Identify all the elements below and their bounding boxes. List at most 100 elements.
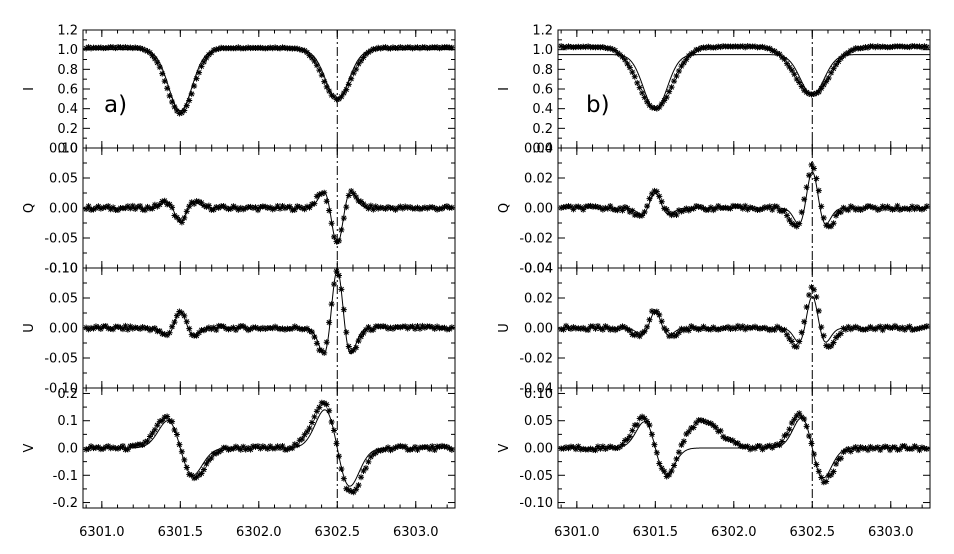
- observed-data-point: [661, 205, 668, 212]
- observed-data-point: [299, 435, 306, 442]
- observed-data-point: [340, 306, 347, 313]
- observed-data-point: [891, 322, 898, 329]
- observed-data-point: [107, 445, 114, 452]
- observed-data-point: [230, 324, 237, 331]
- observed-data-point: [803, 304, 810, 311]
- observed-data-point: [666, 471, 673, 478]
- observed-data-point: [193, 75, 200, 82]
- observed-data-point: [259, 324, 266, 331]
- observed-data-point: [269, 206, 276, 213]
- observed-data-point: [769, 326, 776, 333]
- observed-data-point: [796, 410, 803, 417]
- observed-data-point: [304, 203, 311, 210]
- observed-data-point: [326, 407, 333, 414]
- observed-data-point: [823, 342, 830, 349]
- observed-data-point: [680, 207, 687, 214]
- observed-data-point: [326, 88, 333, 95]
- y-tick-label: -0.2: [53, 496, 78, 511]
- observed-data-point: [259, 443, 266, 450]
- observed-data-point: [837, 55, 844, 62]
- observed-data-point: [877, 323, 884, 330]
- observed-data-point: [254, 325, 261, 332]
- observed-data-point: [348, 488, 355, 495]
- observed-data-point: [277, 205, 284, 212]
- observed-data-point: [429, 204, 436, 211]
- observed-data-point: [355, 197, 362, 204]
- observed-data-point: [857, 207, 864, 214]
- observed-data-point: [431, 325, 438, 332]
- observed-data-point: [134, 325, 141, 332]
- observed-data-point: [304, 325, 311, 332]
- observed-data-point: [860, 205, 867, 212]
- observed-data-point: [597, 325, 604, 332]
- observed-data-point: [663, 206, 670, 213]
- observed-data-point: [358, 333, 365, 340]
- observed-data-point: [904, 205, 911, 212]
- observed-data-point: [169, 323, 176, 330]
- observed-data-point: [186, 325, 193, 332]
- observed-data-point: [597, 445, 604, 452]
- observed-data-point: [227, 325, 234, 332]
- observed-data-point: [594, 204, 601, 211]
- observed-data-point: [661, 325, 668, 332]
- observed-data-point: [225, 446, 232, 453]
- observed-data-point: [639, 413, 646, 420]
- observed-data-point: [188, 199, 195, 206]
- observed-data-point: [624, 205, 631, 212]
- observed-data-point: [558, 204, 565, 211]
- y-tick-label: -0.05: [44, 232, 78, 247]
- observed-data-point: [434, 206, 441, 213]
- observed-data-point: [921, 445, 928, 452]
- observed-data-point: [350, 190, 357, 197]
- observed-data-point: [441, 324, 448, 331]
- observed-data-point: [855, 324, 862, 331]
- observed-data-point: [700, 417, 707, 424]
- observed-data-point: [117, 444, 124, 451]
- observed-data-point: [245, 444, 252, 451]
- y-tick-label: 0.0: [57, 442, 78, 457]
- observed-data-point: [783, 331, 790, 338]
- observed-data-point: [781, 56, 788, 63]
- observed-data-point: [845, 323, 852, 330]
- observed-data-point: [232, 327, 239, 334]
- observed-data-point: [186, 471, 193, 478]
- observed-data-point: [783, 60, 790, 67]
- observed-data-point: [156, 64, 163, 71]
- observed-data-point: [798, 414, 805, 421]
- observed-data-point: [333, 440, 340, 447]
- observed-data-point: [808, 284, 815, 291]
- observed-data-point: [264, 205, 271, 212]
- observed-data-point: [847, 47, 854, 54]
- observed-data-point: [641, 94, 648, 101]
- observed-data-point: [658, 100, 665, 107]
- observed-data-point: [823, 478, 830, 485]
- observed-data-point: [634, 79, 641, 86]
- observed-data-point: [764, 204, 771, 211]
- observed-data-point: [788, 419, 795, 426]
- observed-data-point: [901, 326, 908, 333]
- observed-data-point: [690, 324, 697, 331]
- observed-data-point: [653, 449, 660, 456]
- observed-data-point: [149, 325, 156, 332]
- observed-data-point: [815, 468, 822, 475]
- observed-data-point: [725, 323, 732, 330]
- observed-data-point: [308, 419, 315, 426]
- observed-data-point: [272, 44, 279, 51]
- observed-data-point: [144, 203, 151, 210]
- observed-data-point: [756, 325, 763, 332]
- observed-data-point: [362, 326, 369, 333]
- observed-data-point: [896, 325, 903, 332]
- observed-data-point: [793, 343, 800, 350]
- observed-data-point: [756, 206, 763, 213]
- observed-data-point: [923, 44, 930, 51]
- observed-data-point: [734, 322, 741, 329]
- observed-data-point: [685, 52, 692, 59]
- observed-data-point: [338, 93, 345, 100]
- observed-data-point: [818, 85, 825, 92]
- observed-data-point: [752, 43, 759, 50]
- observed-data-point: [680, 59, 687, 66]
- observed-data-point: [399, 205, 406, 212]
- observed-data-point: [845, 207, 852, 214]
- observed-data-point: [663, 94, 670, 101]
- observed-data-point: [90, 206, 97, 213]
